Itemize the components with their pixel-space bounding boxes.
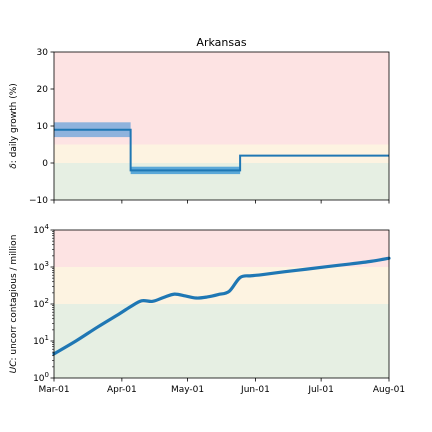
contagious-y-tick-label: 104 xyxy=(33,223,49,236)
growth-y-tick-label: −10 xyxy=(29,196,48,206)
contagious-y-tick-label: 103 xyxy=(33,260,49,273)
growth-y-tick-label: 30 xyxy=(37,48,49,58)
growth-y-tick-label: 0 xyxy=(42,159,48,169)
contagious-line xyxy=(52,256,391,356)
contagious-panel: 100 101 102 103 104 Mar-01 Apr-01 May-01 Jun-01… xyxy=(9,223,405,395)
growth-y-tick-label: 20 xyxy=(37,85,49,95)
growth-zone-1 xyxy=(54,144,389,163)
chart-title: Arkansas xyxy=(196,36,246,49)
x-tick-label: Mar-01 xyxy=(38,385,69,395)
growth-rate-y-axis-label: δ: daily growth (%) xyxy=(9,83,19,169)
contagious-zone-0 xyxy=(54,304,389,378)
x-tick-label: Apr-01 xyxy=(107,385,137,395)
contagious-zone-2 xyxy=(54,230,389,267)
growth-y-tick-label: 10 xyxy=(37,122,49,132)
contagious-y-axis-label: UC: uncorr contagious / million xyxy=(9,235,19,374)
x-tick-label: Jun-01 xyxy=(240,385,270,395)
growth-rate-panel: −10 0 10 20 30 Arkansas δ: daily growth (%) xyxy=(9,36,390,206)
contagious-zone-1 xyxy=(54,267,389,304)
contagious-y-tick-label: 100 xyxy=(33,371,49,384)
x-tick-label: May-01 xyxy=(171,385,204,395)
growth-rate-line xyxy=(54,128,389,172)
contagious-y-tick-label: 101 xyxy=(33,334,49,347)
x-tick-label: Jul-01 xyxy=(307,385,334,395)
x-tick-label: Aug-01 xyxy=(373,385,405,395)
contagious-y-tick-label: 102 xyxy=(33,297,49,310)
